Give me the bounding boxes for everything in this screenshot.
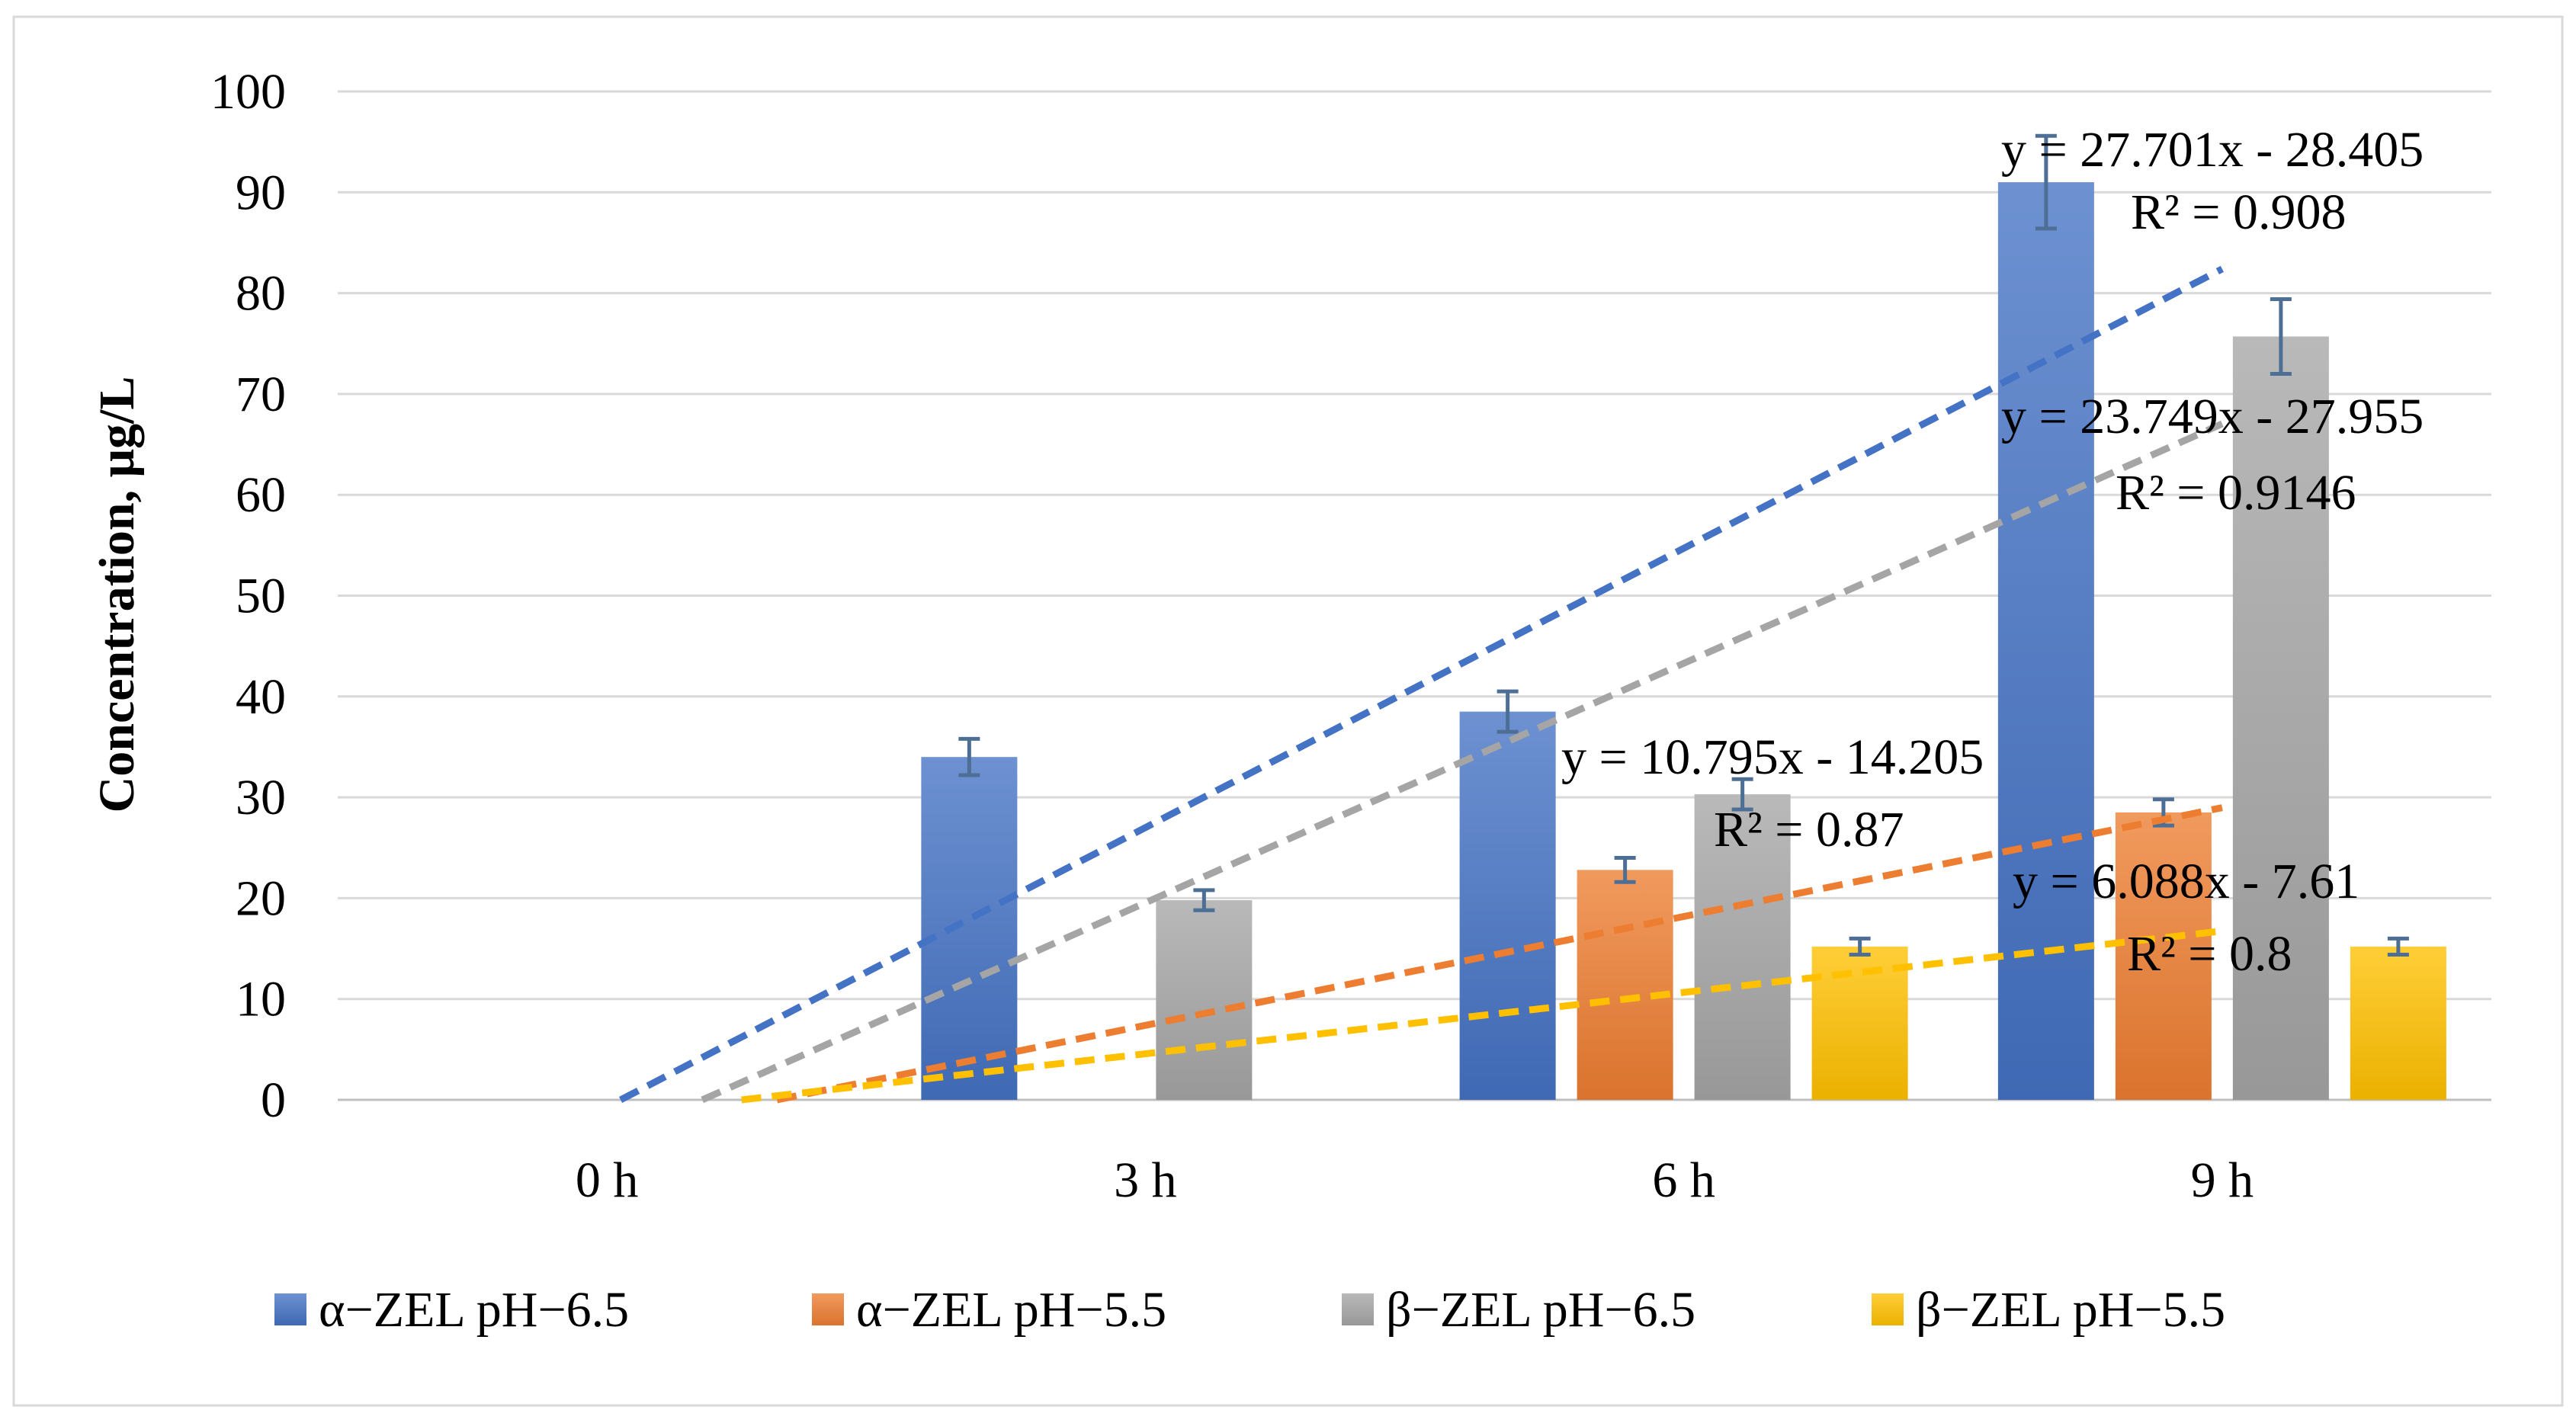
trendline-r-squared: R² = 0.8 (2127, 926, 2292, 982)
chart-border (12, 15, 2564, 1407)
trendline-equation: y = 10.795x - 14.205 (1561, 729, 1984, 785)
bar (1156, 900, 1253, 1100)
error-bar (1849, 936, 1871, 957)
bar (2350, 946, 2446, 1100)
y-tick-label: 0 (261, 1072, 286, 1128)
error-bar (1731, 777, 1753, 812)
trendline-r-squared: R² = 0.9146 (2116, 465, 2356, 521)
y-tick-label: 20 (236, 870, 286, 926)
legend-item: α−ZEL pH−5.5 (812, 1282, 1166, 1338)
y-tick-label: 50 (236, 569, 286, 624)
bar (1577, 870, 1673, 1100)
y-tick-label: 70 (236, 367, 286, 422)
legend-swatch (1872, 1293, 1904, 1325)
trendline (619, 265, 2224, 1103)
legend-swatch (812, 1293, 844, 1325)
error-bar (1497, 689, 1519, 734)
y-tick-label: 80 (236, 266, 286, 322)
legend-item: α−ZEL pH−6.5 (274, 1282, 629, 1338)
trendline-equation: y = 6.088x - 7.61 (2013, 854, 2359, 909)
y-tick-label: 90 (236, 165, 286, 220)
y-tick-label: 30 (236, 770, 286, 825)
bar (921, 757, 1018, 1100)
x-tick-label: 0 h (576, 1152, 639, 1208)
x-tick-label: 6 h (1652, 1152, 1715, 1208)
y-tick-label: 100 (210, 64, 286, 120)
trendline-equation: y = 27.701x - 28.405 (2001, 122, 2424, 178)
error-bar (2035, 133, 2057, 231)
error-bar (1614, 855, 1636, 884)
legend-swatch (1342, 1293, 1374, 1325)
legend-item: β−ZEL pH−6.5 (1342, 1282, 1695, 1338)
trendline (701, 420, 2224, 1104)
bar (2232, 336, 2329, 1100)
y-tick-label: 10 (236, 972, 286, 1027)
legend-label: β−ZEL pH−6.5 (1386, 1282, 1695, 1338)
y-tick-label: 60 (236, 467, 286, 523)
trendline-equation: y = 23.749x - 27.955 (2001, 389, 2424, 444)
bar (1997, 182, 2094, 1100)
x-tick-label: 3 h (1114, 1152, 1177, 1208)
trendline-r-squared: R² = 0.87 (1714, 802, 1904, 857)
y-tick-label: 40 (236, 669, 286, 725)
bar (1459, 711, 1556, 1100)
legend-label: α−ZEL pH−5.5 (856, 1282, 1166, 1338)
error-bar (958, 736, 980, 777)
legend-label: β−ZEL pH−5.5 (1916, 1282, 2225, 1338)
error-bar (2270, 297, 2292, 376)
bar (1811, 946, 1908, 1100)
x-tick-label: 9 h (2191, 1152, 2254, 1208)
trendline (776, 804, 2223, 1104)
y-axis-title: Concentration, μg/L (89, 377, 145, 813)
legend-swatch (274, 1293, 306, 1325)
legend-label: α−ZEL pH−6.5 (319, 1282, 629, 1338)
bar (1694, 794, 1791, 1100)
trendline-r-squared: R² = 0.908 (2131, 184, 2347, 240)
trendline (741, 928, 2223, 1104)
bar (2115, 812, 2212, 1100)
error-bar (1193, 888, 1215, 912)
error-bar (2387, 936, 2409, 957)
legend-item: β−ZEL pH−5.5 (1872, 1282, 2225, 1338)
